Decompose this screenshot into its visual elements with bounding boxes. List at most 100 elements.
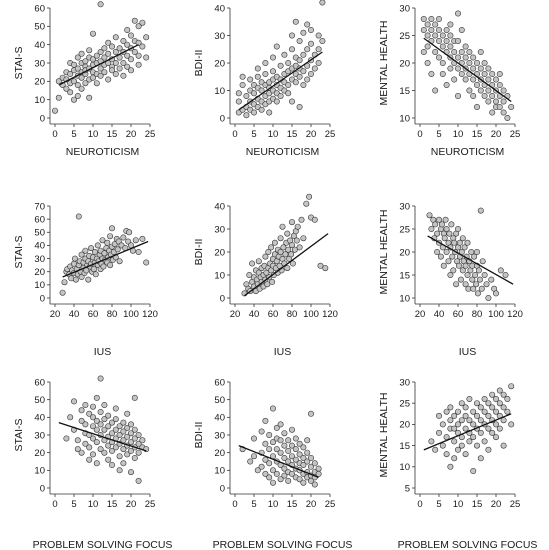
x-axis-label: NEUROTICISM: [431, 146, 505, 158]
data-point: [496, 425, 503, 432]
data-point: [78, 449, 85, 456]
data-point: [303, 200, 310, 207]
y-tick-label: 10: [399, 462, 410, 473]
regression-line: [58, 44, 139, 86]
data-point: [420, 26, 427, 33]
data-point: [72, 276, 79, 283]
data-point: [109, 419, 116, 426]
data-point: [277, 437, 284, 444]
x-tick-label: 15: [472, 129, 483, 140]
data-point: [104, 239, 111, 246]
data-point: [235, 90, 242, 97]
data-point: [500, 87, 507, 94]
data-point: [101, 45, 108, 52]
data-point: [304, 21, 311, 28]
data-point: [432, 446, 439, 453]
data-point: [439, 421, 446, 428]
data-point: [97, 408, 104, 415]
data-point: [112, 426, 119, 433]
data-point: [306, 193, 313, 200]
data-point: [439, 32, 446, 39]
x-tick-label: 15: [107, 499, 118, 510]
scatter-panel-3: 0 5 10 15 20 25 10 15 20 25 30 MENTAL HEALTH NEUROTI…: [378, 3, 520, 158]
data-point: [112, 405, 119, 412]
data-point: [432, 21, 439, 28]
scatter-panel-1: 0 5 10 15 20 25 0 10 20 30 40 50 60 STAI-S NEUROTICISM: [13, 1, 155, 158]
data-point: [78, 251, 85, 258]
data-point: [481, 59, 488, 66]
data-point: [132, 237, 139, 244]
y-tick-label: 30: [214, 224, 225, 235]
x-axis-label: IUS: [274, 346, 292, 358]
x-tick-label: 20: [126, 499, 137, 510]
data-point: [74, 446, 81, 453]
x-tick-label: 120: [507, 309, 523, 320]
y-tick-label: 0: [40, 113, 45, 124]
x-tick-label: 0: [417, 499, 422, 510]
data-point: [63, 435, 70, 442]
data-point: [293, 237, 300, 244]
data-point: [292, 435, 299, 442]
data-point: [281, 465, 288, 472]
y-tick-label: 60: [34, 214, 45, 225]
data-point: [435, 26, 442, 33]
x-axis-label: NEUROTICISM: [246, 146, 320, 158]
data-point: [470, 434, 477, 441]
data-point: [266, 460, 273, 467]
data-point: [502, 271, 509, 278]
data-point: [93, 80, 100, 87]
data-point: [269, 68, 276, 75]
data-point: [473, 249, 480, 256]
data-point: [300, 444, 307, 451]
data-point: [78, 85, 85, 92]
data-point: [135, 52, 142, 59]
data-point: [432, 221, 439, 228]
data-point: [116, 65, 123, 72]
data-point: [296, 451, 303, 458]
data-point: [105, 76, 112, 83]
x-tick-label: 0: [232, 129, 237, 140]
data-point: [269, 278, 276, 285]
data-point: [300, 29, 307, 36]
data-point: [262, 440, 269, 447]
data-point: [454, 37, 461, 44]
data-point: [82, 401, 89, 408]
data-point: [269, 405, 276, 412]
data-point: [451, 76, 458, 83]
data-point: [82, 421, 89, 428]
data-point: [500, 109, 507, 116]
data-point: [481, 71, 488, 78]
data-point: [93, 439, 100, 446]
x-tick-label: 5: [251, 129, 256, 140]
data-point: [90, 435, 97, 442]
y-tick-label: 5: [405, 483, 410, 494]
data-point: [489, 109, 496, 116]
data-point: [311, 65, 318, 72]
data-point: [264, 281, 271, 288]
data-point: [454, 226, 461, 233]
data-point: [94, 242, 101, 249]
y-tick-label: 10: [34, 466, 45, 477]
data-point: [492, 408, 499, 415]
x-tick-label: 0: [52, 499, 57, 510]
data-point: [466, 395, 473, 402]
data-point: [124, 451, 131, 458]
data-point: [97, 421, 104, 428]
y-tick-label: 40: [34, 413, 45, 424]
data-point: [86, 94, 93, 101]
data-point: [451, 425, 458, 432]
data-point: [289, 260, 296, 267]
data-point: [128, 421, 135, 428]
y-tick-label: 60: [34, 377, 45, 388]
data-point: [55, 94, 62, 101]
data-point: [451, 438, 458, 445]
data-point: [448, 221, 455, 228]
data-point: [432, 32, 439, 39]
data-point: [296, 440, 303, 447]
data-point: [105, 456, 112, 463]
regression-line: [427, 235, 514, 285]
data-point: [262, 456, 269, 463]
data-point: [285, 458, 292, 465]
data-point: [273, 424, 280, 431]
data-point: [139, 19, 146, 26]
